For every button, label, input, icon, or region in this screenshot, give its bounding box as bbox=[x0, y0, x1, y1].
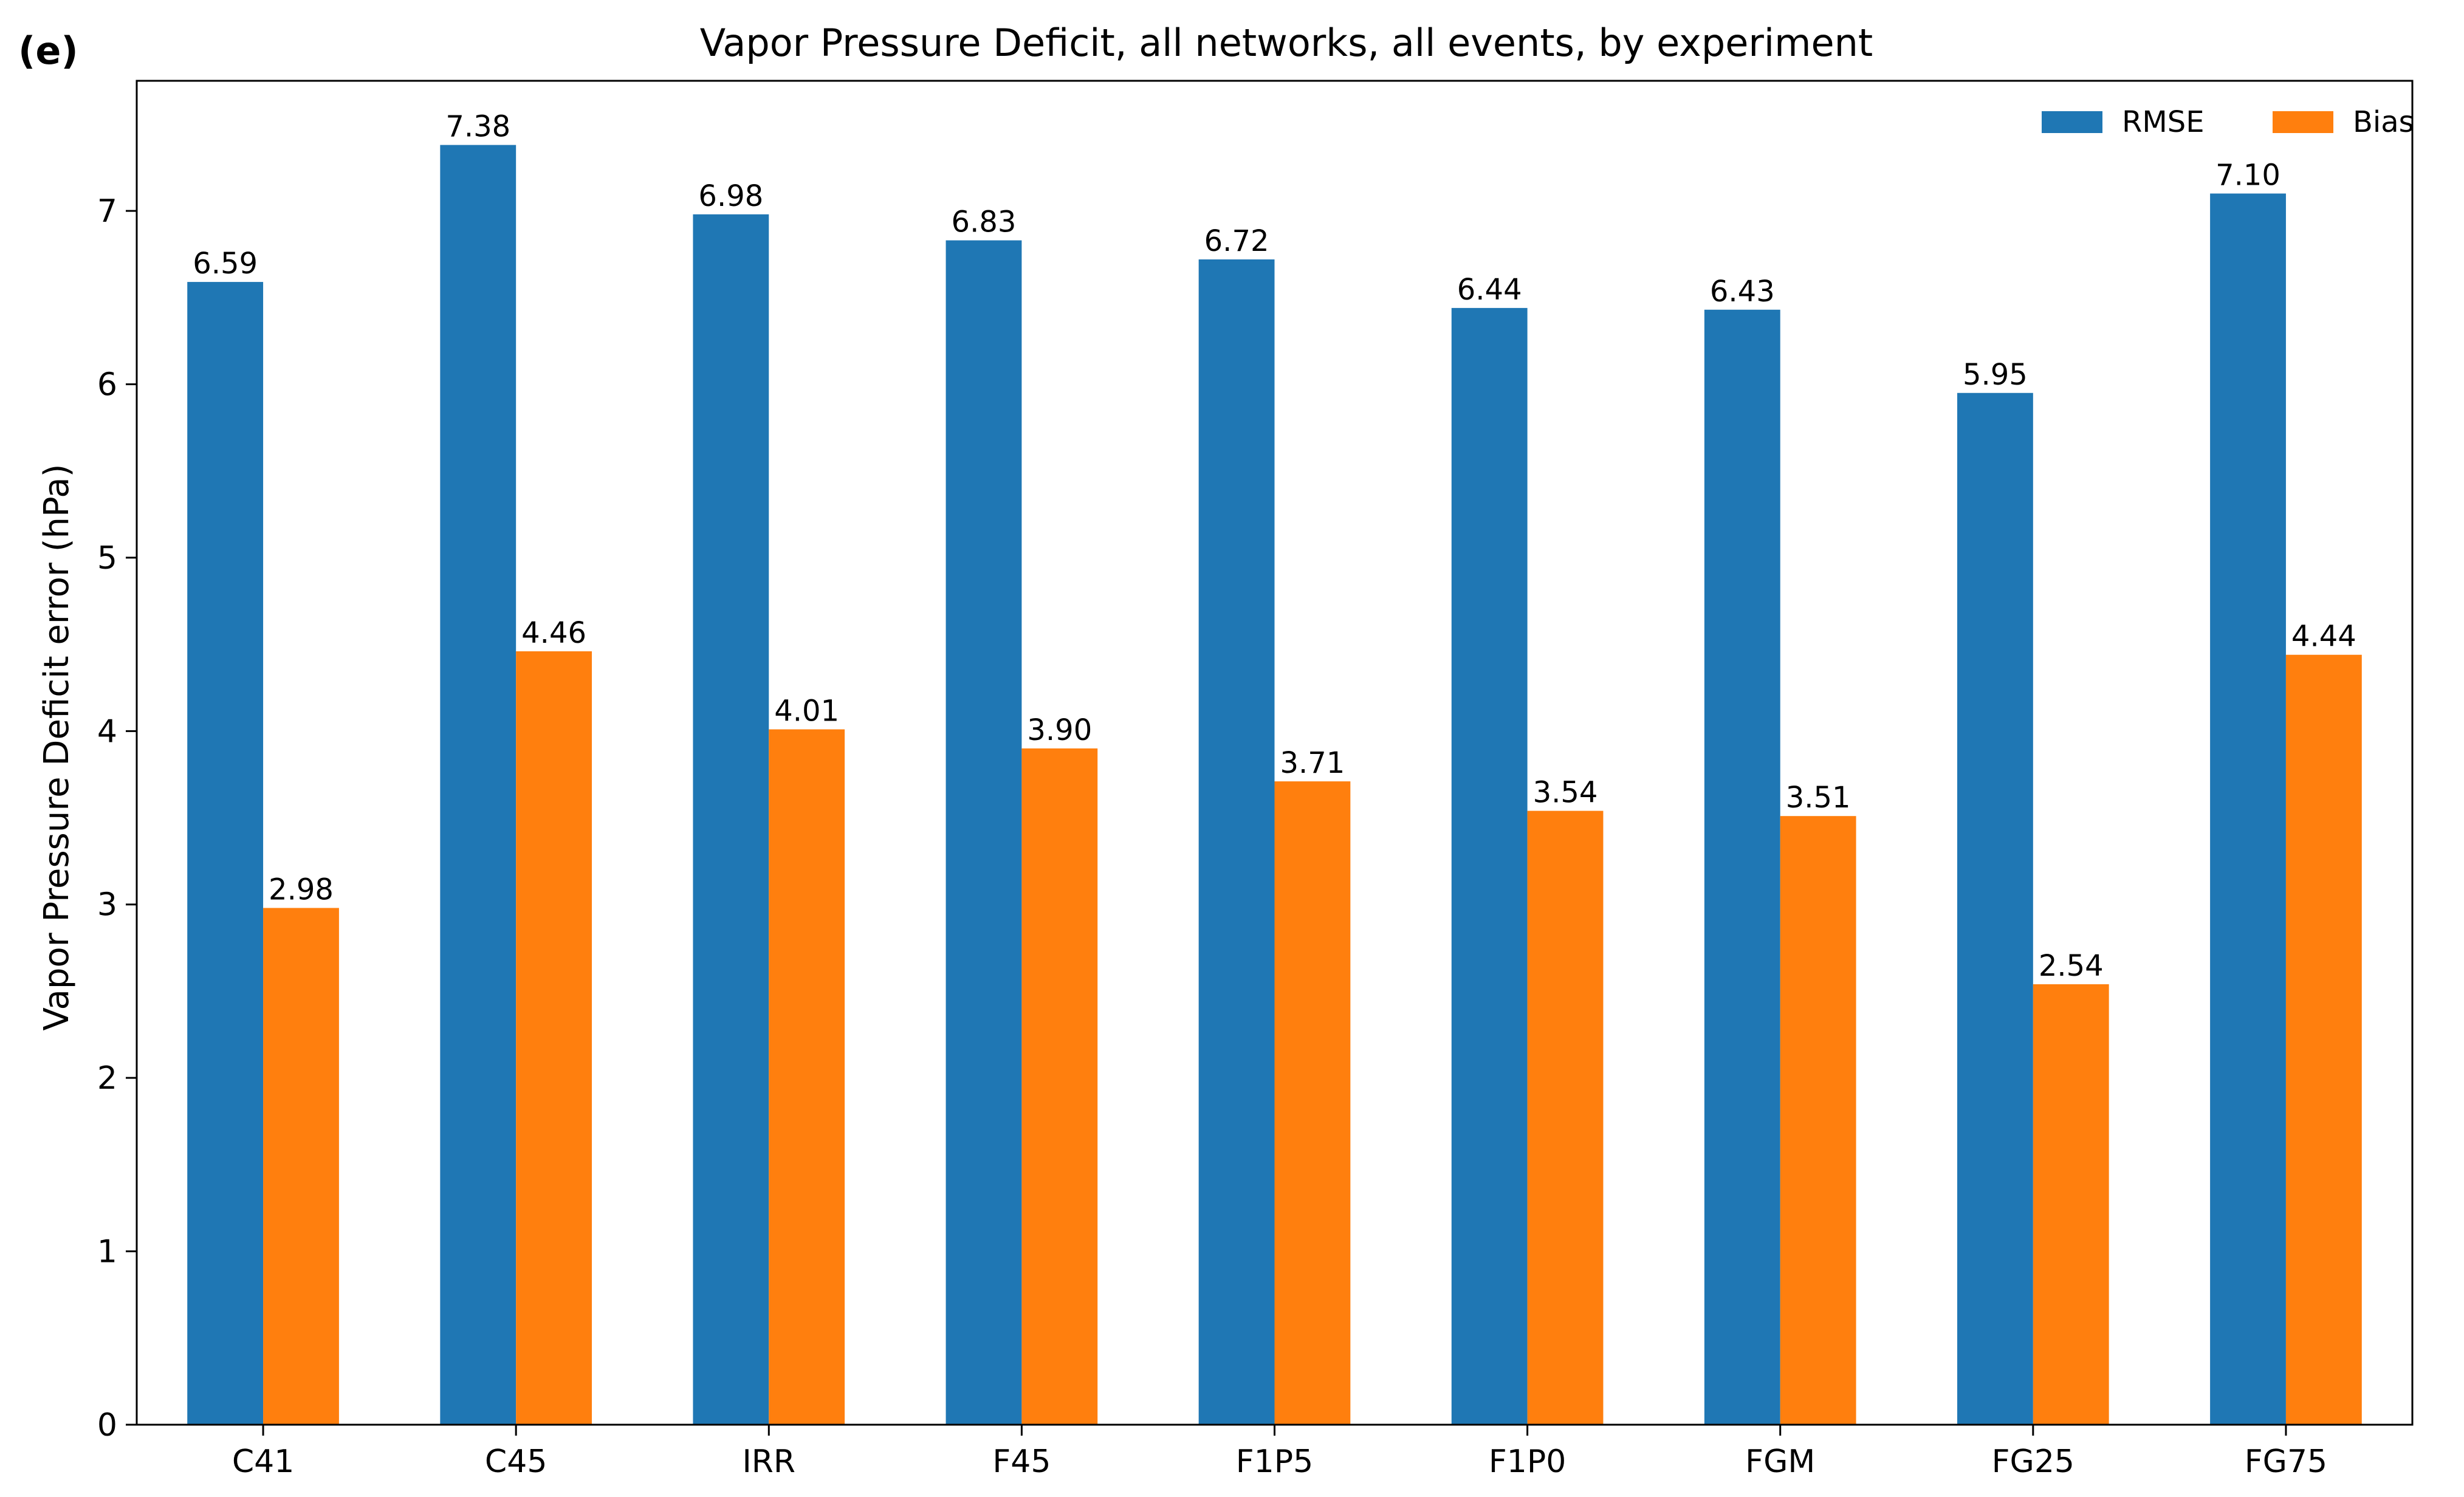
x-tick-label: FG25 bbox=[1992, 1444, 2074, 1480]
x-tick-label: F1P0 bbox=[1489, 1444, 1566, 1480]
rmse-value-label-c41: 6.59 bbox=[193, 247, 258, 281]
bias-value-label-fgm: 3.51 bbox=[1786, 781, 1851, 815]
legend: RMSE Bias bbox=[2042, 105, 2414, 139]
x-tick-label: F1P5 bbox=[1236, 1444, 1313, 1480]
y-axis-label: Vapor Pressure Deficit error (hPa) bbox=[37, 464, 77, 1031]
rmse-value-label-fg75: 7.10 bbox=[2215, 159, 2280, 193]
panel-label: (e) bbox=[18, 29, 78, 73]
y-tick-label: 1 bbox=[97, 1234, 117, 1270]
y-axis-ticks: 0 1 2 3 4 5 6 7 bbox=[97, 193, 137, 1444]
bias-bar-irr bbox=[769, 729, 845, 1425]
x-tick-label: FGM bbox=[1745, 1444, 1815, 1480]
x-tick-label: F45 bbox=[992, 1444, 1051, 1480]
bias-value-label-c41: 2.98 bbox=[269, 872, 334, 906]
bias-value-label-c45: 4.46 bbox=[521, 616, 586, 650]
rmse-bar-f1p0 bbox=[1451, 307, 1528, 1425]
legend-label-bias: Bias bbox=[2353, 105, 2414, 139]
rmse-bar-fg75 bbox=[2210, 193, 2286, 1425]
chart-title: Vapor Pressure Deficit, all networks, al… bbox=[700, 21, 1873, 65]
bias-bar-fg25 bbox=[2033, 984, 2109, 1425]
rmse-value-label-irr: 6.98 bbox=[698, 179, 763, 213]
rmse-bar-f1p5 bbox=[1198, 259, 1275, 1425]
rmse-value-label-f1p5: 6.72 bbox=[1204, 224, 1269, 258]
bias-value-label-fg75: 4.44 bbox=[2291, 620, 2356, 654]
bars-layer bbox=[187, 145, 2362, 1425]
legend-swatch-bias bbox=[2273, 111, 2333, 133]
rmse-bar-c45 bbox=[440, 145, 516, 1425]
rmse-value-label-f1p0: 6.44 bbox=[1457, 273, 1522, 307]
x-axis-ticks: C41 C45 IRR F45 F1P5 F1P0 FGM FG25 FG75 bbox=[232, 1425, 2327, 1480]
y-tick-label: 0 bbox=[97, 1407, 117, 1444]
rmse-bar-f45 bbox=[945, 240, 1022, 1425]
bias-bar-fgm bbox=[1780, 816, 1856, 1425]
bias-bar-fg75 bbox=[2285, 654, 2362, 1425]
y-tick-label: 6 bbox=[97, 366, 117, 403]
x-tick-label: IRR bbox=[742, 1444, 795, 1480]
bias-value-label-irr: 4.01 bbox=[774, 694, 839, 728]
x-tick-label: C45 bbox=[485, 1444, 547, 1480]
bias-bar-c45 bbox=[516, 651, 592, 1425]
bias-bar-f45 bbox=[1021, 748, 1098, 1425]
y-tick-label: 7 bbox=[97, 193, 117, 230]
bias-bar-c41 bbox=[263, 908, 339, 1425]
x-tick-label: C41 bbox=[232, 1444, 294, 1480]
rmse-bar-c41 bbox=[187, 282, 264, 1425]
y-tick-label: 3 bbox=[97, 887, 117, 923]
y-tick-label: 2 bbox=[97, 1060, 117, 1097]
rmse-value-label-fg25: 5.95 bbox=[1963, 358, 2028, 392]
legend-swatch-rmse bbox=[2042, 111, 2102, 133]
rmse-value-label-c45: 7.38 bbox=[445, 110, 510, 144]
rmse-value-label-fgm: 6.43 bbox=[1710, 275, 1775, 309]
legend-label-rmse: RMSE bbox=[2122, 105, 2205, 139]
bias-bar-f1p0 bbox=[1527, 810, 1604, 1425]
rmse-bar-irr bbox=[693, 214, 769, 1425]
bias-value-label-f45: 3.90 bbox=[1027, 713, 1092, 747]
y-tick-label: 5 bbox=[97, 540, 117, 577]
bias-value-label-f1p0: 3.54 bbox=[1533, 776, 1598, 810]
bias-bar-f1p5 bbox=[1274, 781, 1351, 1425]
y-tick-label: 4 bbox=[97, 713, 117, 750]
rmse-bar-fg25 bbox=[1957, 392, 2033, 1425]
data-labels-layer: 6.59 2.98 7.38 4.46 6.98 4.01 6.83 3.90 6.72 3.71… bbox=[193, 110, 2356, 983]
rmse-value-label-f45: 6.83 bbox=[952, 205, 1017, 239]
x-tick-label: FG75 bbox=[2245, 1444, 2327, 1480]
bias-value-label-fg25: 2.54 bbox=[2039, 949, 2104, 983]
plot-frame bbox=[136, 80, 2414, 1426]
rmse-bar-fgm bbox=[1704, 309, 1780, 1425]
bias-value-label-f1p5: 3.71 bbox=[1280, 746, 1345, 780]
